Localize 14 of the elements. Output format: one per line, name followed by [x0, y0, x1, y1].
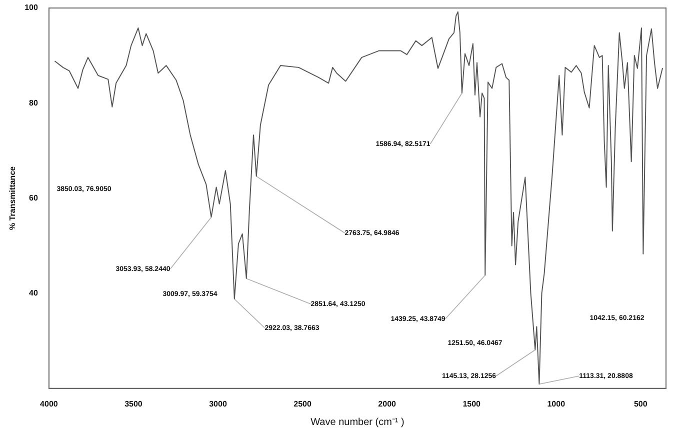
- x-tick-label: 2000: [378, 399, 397, 408]
- x-tick-label: 1000: [547, 399, 566, 408]
- y-tick-label: 80: [29, 98, 38, 108]
- x-tick-label: 3500: [124, 399, 143, 408]
- x-tick-label: 1500: [462, 399, 482, 408]
- x-tick-label: 3000: [209, 399, 228, 408]
- y-axis-title: % Transmittance: [8, 166, 18, 230]
- y-tick-label: 60: [29, 193, 38, 202]
- y-tick-label: 100: [24, 3, 38, 12]
- x-tick-label: 2500: [294, 399, 312, 408]
- x-tick-label: 500: [634, 399, 648, 408]
- x-tick-label: 4000: [40, 399, 58, 408]
- x-axis-title: Wave number (cm⁻¹ ): [310, 416, 404, 428]
- y-tick-label: 40: [29, 288, 38, 298]
